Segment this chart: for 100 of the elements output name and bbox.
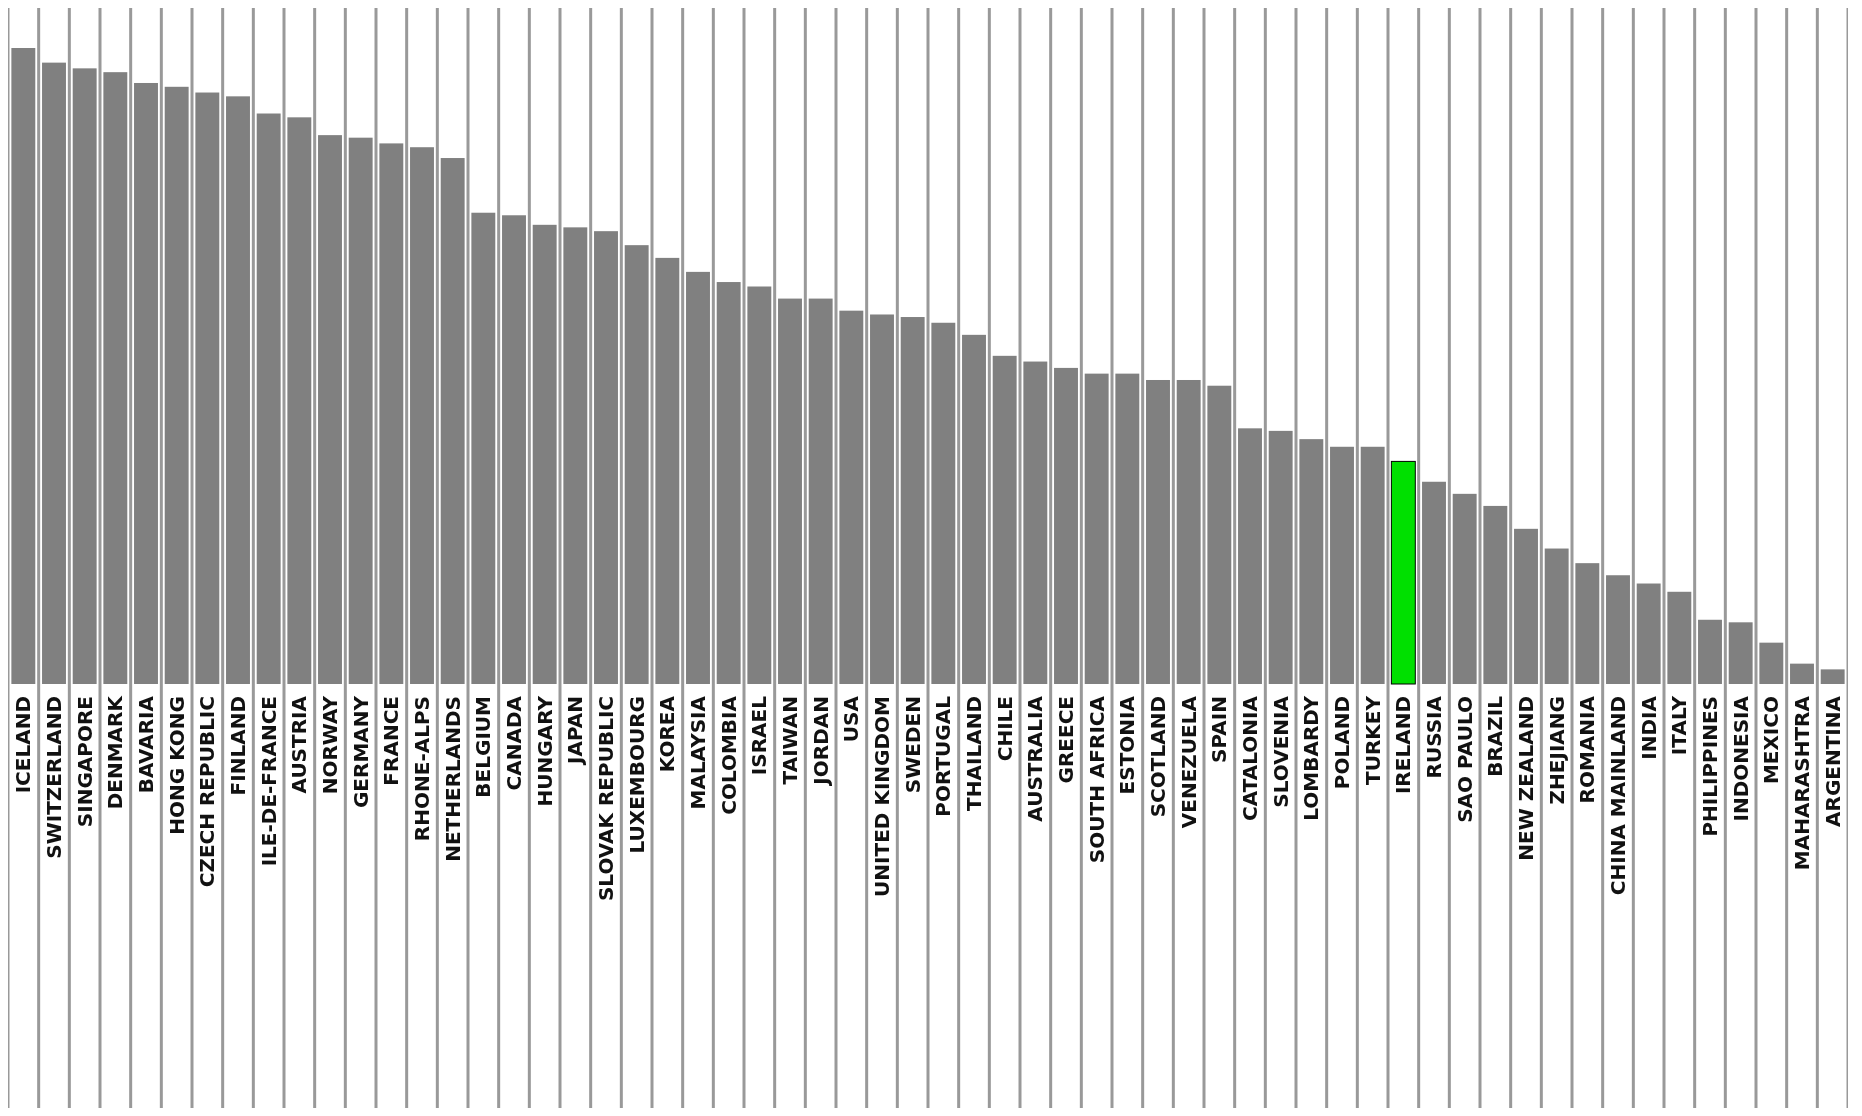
x-tick-label: LOMBARDY — [1299, 695, 1324, 821]
x-tick-label: AUSTRIA — [287, 695, 312, 794]
x-tick-label: BRAZIL — [1483, 695, 1508, 777]
bar — [1268, 430, 1293, 684]
bar — [992, 355, 1017, 684]
bar — [1238, 428, 1262, 684]
x-tick-label: HONG KONG — [164, 696, 189, 835]
bar — [318, 135, 342, 684]
x-tick-label: MEXICO — [1759, 696, 1784, 785]
x-tick-label: JAPAN — [563, 696, 588, 766]
x-tick-label: INDIA — [1636, 695, 1661, 760]
x-tick-label: SINGAPORE — [72, 696, 97, 828]
x-tick-label: RUSSIA — [1422, 695, 1446, 779]
x-tick-label: NETHERLANDS — [440, 696, 465, 862]
bar — [1820, 669, 1845, 684]
bar — [686, 271, 710, 684]
x-tick-label: HUNGARY — [532, 695, 557, 807]
x-tick-label: ROMANIA — [1575, 695, 1600, 804]
x-tick-label: ICELAND — [11, 696, 36, 794]
bar — [1360, 446, 1385, 684]
bar — [164, 86, 189, 684]
x-tick-label: SCOTLAND — [1146, 696, 1170, 818]
x-tick-label: ILE-DE-FRANCE — [256, 696, 281, 867]
x-tick-label: UNITED KINGDOM — [870, 696, 894, 897]
bar — [1207, 385, 1232, 684]
bar — [1330, 446, 1354, 684]
x-tick-label: ITALY — [1667, 695, 1692, 756]
x-tick-label: MAHARASHTRA — [1790, 695, 1814, 871]
bar — [1146, 379, 1170, 684]
x-tick-label: PHILIPPINES — [1698, 696, 1722, 837]
bar — [11, 48, 36, 684]
bar — [716, 282, 741, 684]
bar — [1422, 481, 1446, 684]
bar — [1575, 563, 1600, 684]
bar — [532, 224, 557, 684]
bar — [348, 137, 373, 684]
x-tick-label: GREECE — [1054, 696, 1078, 784]
bar — [1483, 505, 1508, 684]
x-tick-label: MALAYSIA — [686, 695, 710, 810]
x-tick-label: ZHEJIANG — [1544, 696, 1569, 805]
x-tick-label: NEW ZEALAND — [1514, 696, 1538, 861]
x-tick-label: FINLAND — [226, 696, 250, 796]
bar — [471, 212, 496, 684]
x-tick-label: DENMARK — [103, 694, 128, 810]
bar — [1606, 575, 1630, 684]
x-tick-label: CHILE — [992, 696, 1017, 762]
bar — [134, 82, 158, 684]
bar — [72, 68, 97, 684]
x-tick-label: SLOVAK REPUBLIC — [594, 696, 618, 902]
bar — [655, 257, 680, 684]
x-tick-label: SOUTH AFRICA — [1084, 695, 1109, 864]
bar — [42, 62, 66, 684]
bar — [839, 310, 864, 684]
x-tick-label: VENEZUELA — [1176, 695, 1201, 829]
bar — [256, 113, 281, 684]
x-tick-label: TURKEY — [1360, 695, 1385, 785]
bar — [1790, 663, 1814, 684]
bar — [1084, 373, 1109, 684]
x-tick-label: IRELAND — [1391, 696, 1416, 795]
bar — [502, 215, 526, 684]
x-tick-label: BELGIUM — [471, 696, 496, 798]
x-tick-label: LUXEMBOURG — [624, 696, 649, 854]
bar — [931, 322, 956, 684]
bar — [1115, 373, 1140, 684]
bar — [103, 72, 128, 684]
x-tick-label: GERMANY — [348, 695, 373, 809]
bar — [624, 245, 649, 684]
x-tick-label: POLAND — [1330, 696, 1354, 790]
x-tick-label: ISRAEL — [747, 695, 772, 776]
bar — [563, 227, 588, 684]
bar — [379, 143, 404, 684]
bar — [594, 231, 618, 684]
bar — [808, 298, 833, 684]
x-tick-label: SLOVENIA — [1268, 695, 1293, 808]
x-tick-label: USA — [839, 695, 864, 743]
x-tick-label: SWEDEN — [900, 696, 925, 794]
bar — [1759, 642, 1784, 684]
x-tick-label: INDONESIA — [1728, 695, 1753, 822]
x-tick-label: BAVARIA — [134, 695, 158, 794]
bar — [1176, 379, 1201, 684]
bar — [1054, 367, 1078, 684]
bar — [1514, 528, 1538, 684]
x-tick-label: CATALONIA — [1238, 695, 1262, 821]
x-tick-label: ESTONIA — [1115, 695, 1140, 795]
x-tick-label: AUSTRALIA — [1023, 695, 1048, 822]
x-tick-label: KOREA — [655, 695, 680, 773]
bar — [1544, 548, 1569, 684]
bar — [1667, 591, 1692, 684]
bar — [1728, 622, 1753, 684]
bar — [1023, 361, 1048, 684]
bar — [287, 117, 312, 684]
bar — [1299, 439, 1324, 684]
bar — [226, 96, 250, 684]
x-tick-label: RHONE-ALPS — [410, 696, 434, 842]
bar — [962, 334, 986, 684]
x-tick-label: PORTUGAL — [931, 695, 956, 817]
x-tick-label: THAILAND — [962, 696, 986, 811]
bar — [440, 158, 465, 684]
x-tick-label: CHINA MAINLAND — [1606, 696, 1630, 896]
x-tick-label: TAIWAN — [778, 696, 802, 785]
